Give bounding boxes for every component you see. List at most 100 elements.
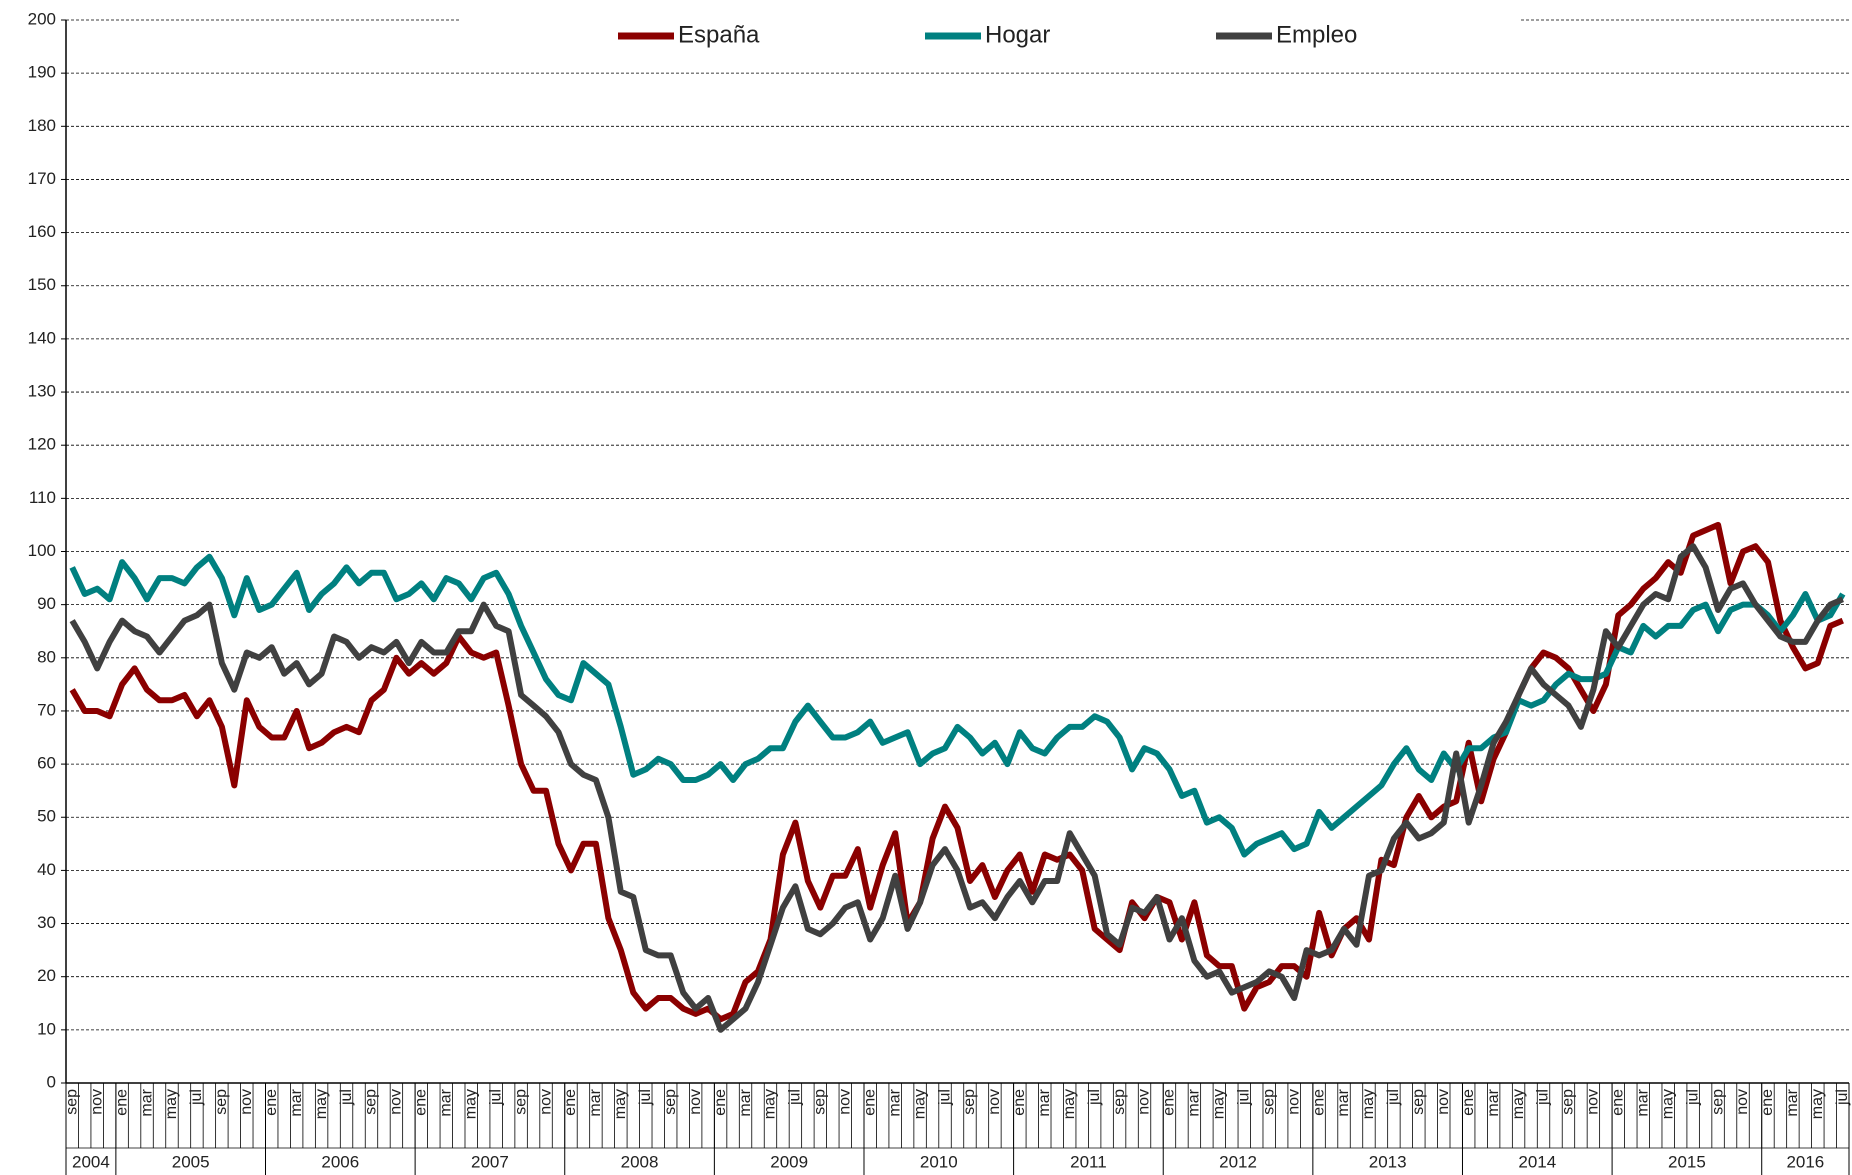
year-label: 2011	[1070, 1152, 1107, 1171]
x-tick-label: may	[1809, 1089, 1826, 1119]
x-tick-label: jul	[1684, 1089, 1701, 1106]
x-tick-label: jul	[1235, 1089, 1252, 1106]
x-tick-label: sep	[1709, 1089, 1726, 1115]
x-tick-label: sep	[1560, 1089, 1577, 1115]
x-tick-label: ene	[1460, 1089, 1477, 1116]
x-tick-label: mar	[1634, 1088, 1651, 1116]
y-tick-label: 130	[28, 382, 56, 401]
year-label: 2012	[1219, 1152, 1257, 1171]
legend-label: Empleo	[1276, 21, 1357, 48]
x-tick-label: jul	[338, 1089, 355, 1106]
x-tick-label: nov	[1285, 1089, 1302, 1115]
y-tick-label: 10	[37, 1019, 56, 1038]
y-tick-label: 80	[37, 647, 56, 666]
x-tick-label: sep	[1410, 1089, 1427, 1115]
x-tick-label: jul	[936, 1089, 953, 1106]
x-tick-label: mar	[1485, 1088, 1502, 1116]
x-tick-label: ene	[861, 1089, 878, 1116]
y-tick-label: 70	[37, 700, 56, 719]
x-tick-label: ene	[1161, 1089, 1178, 1116]
x-tick-label: mar	[886, 1088, 903, 1116]
x-tick-label: ene	[562, 1089, 579, 1116]
year-label: 2004	[72, 1152, 110, 1171]
x-tick-label: ene	[113, 1089, 130, 1116]
x-tick-label: ene	[263, 1089, 280, 1116]
y-tick-label: 0	[47, 1072, 56, 1091]
y-tick-label: 200	[28, 9, 56, 28]
x-tick-label: jul	[1535, 1089, 1552, 1106]
x-tick-label: nov	[1585, 1089, 1602, 1115]
x-tick-label: sep	[1260, 1089, 1277, 1115]
x-tick-label: nov	[687, 1089, 704, 1115]
year-label: 2015	[1668, 1152, 1706, 1171]
y-tick-label: 160	[28, 222, 56, 241]
x-tick-label: ene	[1759, 1089, 1776, 1116]
y-tick-label: 150	[28, 275, 56, 294]
y-tick-label: 140	[28, 328, 56, 347]
x-tick-label: nov	[1136, 1089, 1153, 1115]
y-tick-label: 120	[28, 435, 56, 454]
year-label: 2006	[321, 1152, 359, 1171]
year-label: 2013	[1369, 1152, 1407, 1171]
x-tick-label: jul	[637, 1089, 654, 1106]
year-label: 2007	[471, 1152, 509, 1171]
series-line	[69, 543, 1844, 1033]
x-tick-label: sep	[961, 1089, 978, 1115]
year-label: 2016	[1786, 1152, 1824, 1171]
x-tick-label: sep	[63, 1089, 80, 1115]
x-tick-label: may	[1061, 1089, 1078, 1119]
x-tick-label: jul	[1385, 1089, 1402, 1106]
x-tick-label: sep	[213, 1089, 230, 1115]
x-tick-label: may	[762, 1089, 779, 1119]
y-tick-label: 30	[37, 913, 56, 932]
x-tick-label: mar	[138, 1088, 155, 1116]
x-tick-label: nov	[388, 1089, 405, 1115]
x-tick-label: jul	[1086, 1089, 1103, 1106]
x-tick-label: may	[462, 1089, 479, 1119]
y-tick-label: 40	[37, 860, 56, 879]
x-tick-label: jul	[787, 1089, 804, 1106]
x-tick-label: may	[911, 1089, 928, 1119]
x-tick-label: mar	[737, 1088, 754, 1116]
x-tick-label: mar	[1036, 1088, 1053, 1116]
x-tick-label: may	[163, 1089, 180, 1119]
y-tick-label: 190	[28, 63, 56, 82]
x-tick-label: sep	[812, 1089, 829, 1115]
legend-label: Hogar	[985, 21, 1050, 48]
series-line	[69, 553, 1846, 858]
x-tick-label: sep	[512, 1089, 529, 1115]
y-tick-label: 110	[29, 488, 56, 507]
x-tick-label: ene	[413, 1089, 430, 1116]
y-tick-label: 60	[37, 754, 56, 773]
legend: España Hogar Empleo	[460, 10, 1520, 60]
x-tick-label: may	[1360, 1089, 1377, 1119]
x-tick-label: mar	[1335, 1088, 1352, 1116]
y-tick-label: 180	[28, 116, 56, 135]
x-tick-label: mar	[438, 1088, 455, 1116]
year-label: 2008	[621, 1152, 659, 1171]
x-tick-label: nov	[837, 1089, 854, 1115]
x-tick-label: may	[1659, 1089, 1676, 1119]
x-tick-label: jul	[188, 1089, 205, 1106]
series-line	[69, 521, 1844, 1023]
year-label: 2010	[920, 1152, 958, 1171]
legend-label: España	[678, 21, 760, 48]
x-tick-label: mar	[587, 1088, 604, 1116]
x-tick-label: ene	[1011, 1089, 1028, 1116]
x-tick-label: jul	[1834, 1089, 1851, 1106]
year-label: 2005	[172, 1152, 210, 1171]
x-tick-label: sep	[1111, 1089, 1128, 1115]
x-tick-label: nov	[238, 1089, 255, 1115]
y-tick-label: 20	[37, 966, 56, 985]
x-tick-label: mar	[1784, 1088, 1801, 1116]
x-tick-label: mar	[1186, 1088, 1203, 1116]
x-tick-label: ene	[712, 1089, 729, 1116]
y-tick-label: 50	[37, 807, 56, 826]
x-tick-label: mar	[288, 1088, 305, 1116]
x-tick-label: sep	[363, 1089, 380, 1115]
x-tick-label: sep	[662, 1089, 679, 1115]
x-tick-label: nov	[1734, 1089, 1751, 1115]
x-tick-label: may	[313, 1089, 330, 1119]
year-label: 2009	[770, 1152, 808, 1171]
